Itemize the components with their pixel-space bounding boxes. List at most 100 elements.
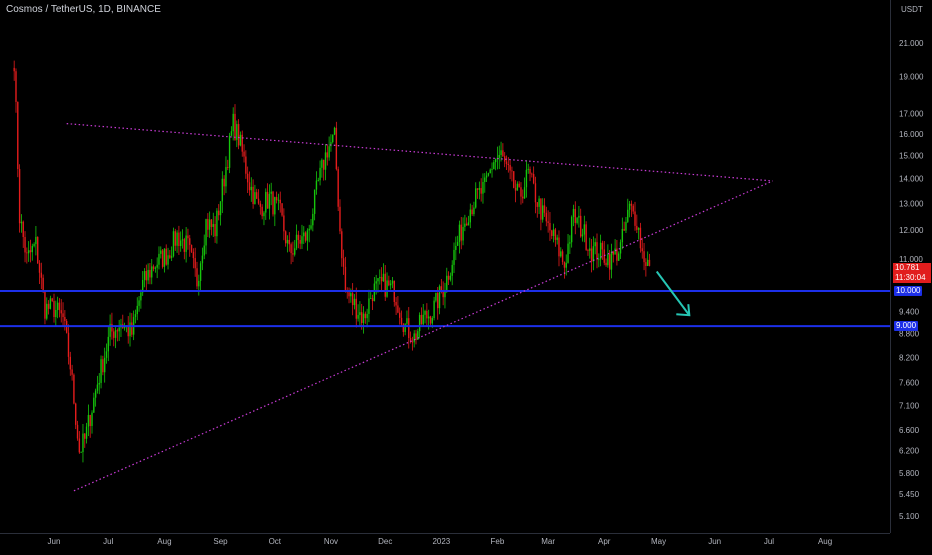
candle-body xyxy=(377,278,379,282)
candle-body xyxy=(292,253,294,255)
candle-body xyxy=(180,240,182,246)
candle xyxy=(435,292,437,303)
candle xyxy=(415,329,417,345)
candle xyxy=(514,180,517,203)
candle xyxy=(140,289,142,309)
candle-body xyxy=(373,283,376,302)
candle-body xyxy=(556,237,558,240)
candle-body xyxy=(415,333,417,340)
candle-body xyxy=(263,212,265,217)
candle-body xyxy=(310,225,312,229)
candle-body xyxy=(306,230,309,241)
candle xyxy=(189,234,191,257)
candle xyxy=(324,144,327,181)
candle xyxy=(113,328,115,347)
candle xyxy=(370,291,372,299)
candle-body xyxy=(332,134,334,143)
candle-body xyxy=(227,167,229,168)
candle-body xyxy=(69,356,71,370)
y-tick-label: 6.200 xyxy=(899,447,920,456)
candle-body xyxy=(351,293,354,306)
candle xyxy=(167,247,169,270)
candle xyxy=(46,297,48,321)
candle-body xyxy=(170,256,173,258)
candle-body xyxy=(328,146,330,158)
candle-body xyxy=(447,275,450,280)
candle-body xyxy=(399,312,401,318)
candle xyxy=(265,188,267,220)
candle xyxy=(636,214,638,234)
candle-body xyxy=(290,244,292,254)
candle-body xyxy=(256,192,258,199)
candle-body xyxy=(248,182,251,191)
candle-body xyxy=(592,246,595,262)
candle xyxy=(283,208,285,241)
candle xyxy=(127,316,129,344)
candle-body xyxy=(13,67,15,72)
y-tick-label: 8.200 xyxy=(899,353,920,362)
candle xyxy=(330,134,332,152)
candle-body xyxy=(261,206,263,217)
candle xyxy=(408,307,410,349)
y-tick-label: 12.000 xyxy=(899,226,924,235)
candle xyxy=(446,267,448,293)
candle-body xyxy=(225,167,227,187)
candle xyxy=(384,265,386,302)
y-tick-label: 6.600 xyxy=(899,426,920,435)
candle xyxy=(342,249,345,275)
candle-body xyxy=(154,267,157,269)
candle xyxy=(413,330,415,348)
candle-body xyxy=(53,300,55,318)
candle xyxy=(355,287,357,328)
candle-body xyxy=(44,290,46,319)
y-tick-label: 15.000 xyxy=(899,151,924,160)
x-tick-label: Sep xyxy=(213,537,228,546)
candle xyxy=(315,171,318,195)
candle-body xyxy=(427,316,430,319)
candle-body xyxy=(408,318,410,338)
candle xyxy=(259,200,262,215)
candle-body xyxy=(552,229,555,236)
candle-body xyxy=(190,244,193,252)
candle xyxy=(534,176,537,214)
candle xyxy=(147,263,149,285)
candle-body xyxy=(431,318,433,324)
candle xyxy=(341,228,343,267)
candle-body xyxy=(469,209,471,223)
y-tick-label: 14.000 xyxy=(899,175,924,184)
candle xyxy=(480,178,482,202)
candle xyxy=(31,243,33,261)
candle xyxy=(547,210,549,233)
candle-body xyxy=(348,292,350,297)
candle-body xyxy=(174,231,176,246)
candle xyxy=(460,216,462,250)
candle xyxy=(632,203,634,215)
candle-body xyxy=(578,215,580,218)
candle xyxy=(456,235,459,246)
candle xyxy=(210,218,213,236)
candle-body xyxy=(29,250,32,253)
candle-body xyxy=(147,269,149,281)
candle xyxy=(313,189,316,221)
candle xyxy=(491,162,493,178)
candle-body xyxy=(442,291,444,298)
candle-body xyxy=(630,203,633,206)
candle-body xyxy=(380,277,383,282)
candle-body xyxy=(480,188,482,194)
candle-body xyxy=(301,236,303,244)
candle-body xyxy=(583,224,586,235)
candle xyxy=(185,227,187,263)
candle xyxy=(96,375,99,394)
candle-body xyxy=(569,242,571,244)
candle-body xyxy=(485,175,488,178)
candle xyxy=(498,145,500,170)
candle-body xyxy=(538,198,540,207)
candle-body xyxy=(594,242,596,247)
candle xyxy=(306,228,309,251)
candle xyxy=(91,410,93,434)
y-tick-label: 16.000 xyxy=(899,130,924,139)
candle xyxy=(332,134,334,144)
candle-body xyxy=(24,236,26,253)
